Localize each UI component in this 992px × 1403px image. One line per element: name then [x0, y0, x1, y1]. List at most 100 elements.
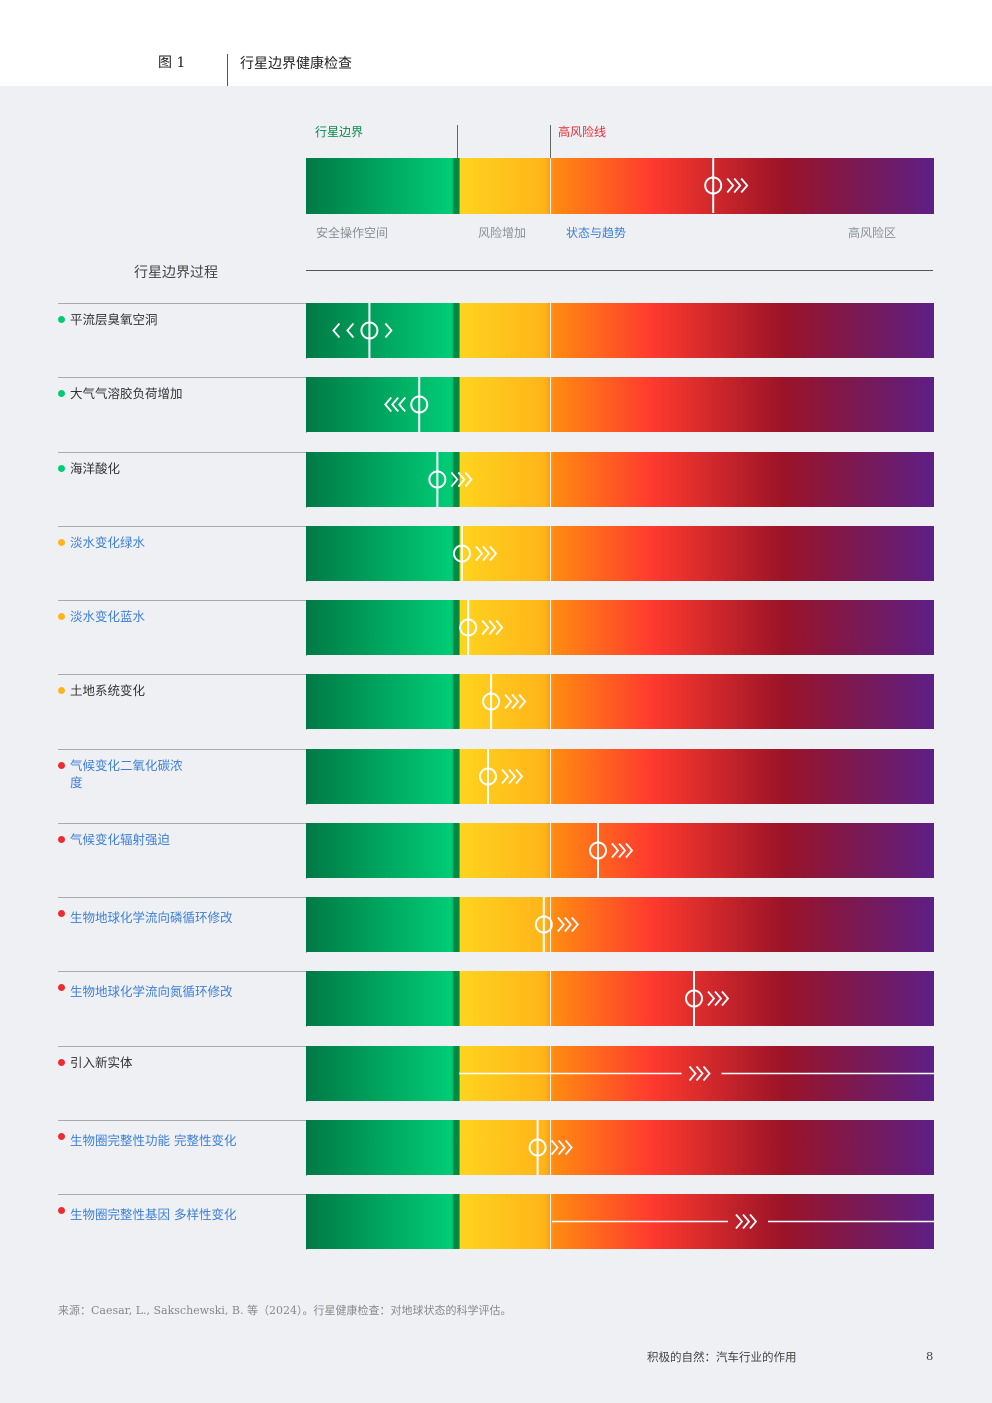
status-dot-icon: [58, 1207, 65, 1214]
title-band: [0, 0, 992, 86]
status-dot-icon: [58, 762, 65, 769]
process-label[interactable]: 淡水变化蓝水: [70, 609, 146, 624]
process-label: 平流层臭氧空洞: [70, 312, 158, 327]
status-dot-icon: [58, 316, 65, 323]
status-dot-icon: [58, 613, 65, 620]
high-risk-line: [550, 1194, 551, 1249]
legend-status-marker: [704, 158, 749, 213]
legend-boundary-label: 行星边界: [315, 125, 364, 139]
status-dot-icon: [58, 984, 65, 991]
zone-label-safe: 安全操作空间: [316, 226, 389, 240]
process-label[interactable]: 气候变化二氧化碳浓度: [70, 758, 183, 790]
trend-worsening-icon: [726, 177, 749, 194]
process-bar: [306, 600, 934, 655]
status-dot-icon: [58, 836, 65, 843]
high-risk-line: [550, 971, 551, 1026]
status-dot-icon: [58, 1059, 65, 1066]
trend-stable-right-icon: [384, 322, 393, 339]
legend-bar: [306, 158, 934, 214]
trend-stable-left-icon: [332, 322, 355, 339]
high-risk-line: [550, 526, 551, 581]
figure-title: 行星边界健康检查: [240, 56, 352, 72]
process-bar: [306, 452, 934, 507]
process-label[interactable]: 淡水变化绿水: [70, 535, 146, 550]
row-rule: [58, 897, 306, 898]
process-status-marker: [384, 377, 429, 432]
trend-worsening-icon: [504, 693, 527, 710]
process-status-marker: [534, 897, 579, 952]
row-rule: [58, 674, 306, 675]
high-risk-line: [550, 823, 551, 878]
row-rule: [58, 452, 306, 453]
heading-rule: [306, 270, 933, 271]
trend-worsening-icon: [707, 990, 730, 1007]
row-rule: [58, 749, 306, 750]
process-label: 土地系统变化: [70, 683, 146, 698]
source-note: 来源：Caesar, L., Sakschewski, B. 等（2024）。行…: [58, 1304, 512, 1317]
trend-worsening-icon: [557, 916, 579, 933]
trend-worsening-icon: [550, 1139, 573, 1156]
trend-worsening-icon: [611, 842, 634, 859]
process-bar: [306, 674, 934, 729]
process-label[interactable]: 生物地球化学流向氮循环修改: [70, 984, 233, 999]
zone-label-high-risk: 高风险区: [848, 226, 897, 240]
trend-worsening-icon: [501, 768, 524, 785]
footer-title: 积极的自然：汽车行业的作用: [647, 1350, 797, 1364]
process-bar: [306, 823, 934, 878]
high-risk-line: [550, 377, 551, 432]
trend-improving-icon: [384, 396, 406, 413]
row-rule: [58, 1120, 306, 1121]
high-risk-line: [550, 303, 551, 358]
trend-worsening-icon: [481, 619, 504, 636]
process-bar: [306, 897, 934, 952]
row-rule: [58, 1046, 306, 1047]
status-dot-icon: [58, 390, 65, 397]
range-marker: [459, 1065, 934, 1082]
process-label[interactable]: 生物圈完整性基因 多样性变化: [70, 1207, 237, 1222]
zone-label-increasing: 风险增加: [478, 226, 527, 240]
process-status-marker: [685, 971, 730, 1026]
high-risk-line: [550, 600, 551, 655]
process-bar: [306, 1120, 934, 1175]
row-rule: [58, 971, 306, 972]
process-label: 引入新实体: [70, 1055, 133, 1070]
process-status-marker: [332, 303, 393, 358]
status-dot-icon: [58, 1133, 65, 1140]
processes-heading: 行星边界过程: [134, 265, 218, 281]
process-status-marker: [482, 674, 527, 729]
process-status-marker: [528, 1120, 573, 1175]
range-marker: [552, 1213, 934, 1230]
process-label: 海洋酸化: [70, 461, 121, 476]
high-risk-tick: [550, 125, 551, 159]
row-rule: [58, 823, 306, 824]
process-label[interactable]: 生物圈完整性功能 完整性变化: [70, 1133, 237, 1148]
process-bar: [306, 303, 934, 358]
trend-worsening-icon: [450, 471, 473, 488]
process-status-marker: [589, 823, 634, 878]
legend-high-risk-label: 高风险线: [558, 125, 607, 139]
trend-worsening-icon: [475, 545, 498, 562]
row-rule: [58, 600, 306, 601]
process-label[interactable]: 气候变化辐射强迫: [70, 832, 171, 847]
row-rule: [58, 1194, 306, 1195]
row-rule: [58, 303, 306, 304]
process-label: 大气气溶胶负荷增加: [70, 386, 183, 401]
process-status-marker: [459, 600, 504, 655]
row-rule: [58, 526, 306, 527]
process-label[interactable]: 生物地球化学流向磷循环修改: [70, 910, 233, 925]
high-risk-line: [550, 452, 551, 507]
trend-worsening-icon: [688, 1065, 711, 1082]
zone-label-status: 状态与趋势: [566, 226, 627, 240]
row-rule: [58, 377, 306, 378]
legend-high-risk-line: [550, 158, 551, 214]
process-status-marker: [479, 749, 524, 804]
high-risk-line: [550, 749, 551, 804]
high-risk-line: [550, 897, 551, 952]
status-dot-icon: [58, 687, 65, 694]
process-bar: [306, 971, 934, 1026]
page-number: 8: [926, 1349, 934, 1363]
high-risk-line: [550, 674, 551, 729]
boundary-tick: [457, 125, 458, 159]
trend-worsening-icon: [735, 1213, 758, 1230]
status-dot-icon: [58, 910, 65, 917]
